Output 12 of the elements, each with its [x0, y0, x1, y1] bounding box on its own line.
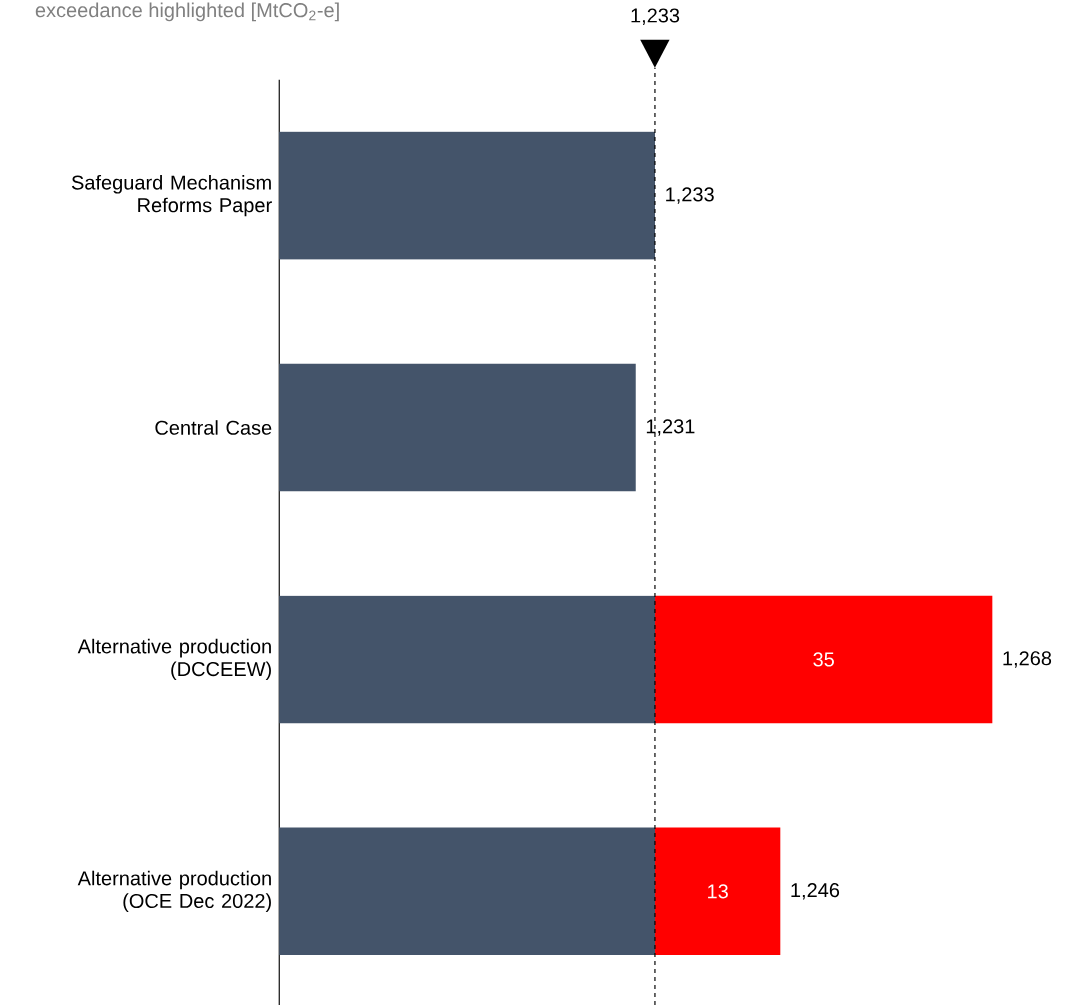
y-tick-label: Alternative production (OCE Dec 2022) — [77, 870, 271, 912]
data-label: 13 — [708, 884, 728, 899]
y-tick-label: Alternative production (DCCEEW) — [77, 638, 271, 681]
total-label: 1,246 — [791, 883, 840, 900]
chart-subtitle: exceedance highlighted [MtCO$_{2}$-e] — [35, 2, 339, 22]
total-label: 1,233 — [666, 187, 714, 204]
y-tick-label: Safeguard Mechanism Reforms Paper — [71, 174, 272, 217]
total-label: 1,231 — [646, 419, 695, 436]
total-label: 1,268 — [1003, 651, 1052, 668]
data-label: 35 — [813, 652, 834, 667]
ref-line-label: 1,233 — [631, 8, 680, 25]
y-tick-label: Central Case — [155, 420, 272, 435]
